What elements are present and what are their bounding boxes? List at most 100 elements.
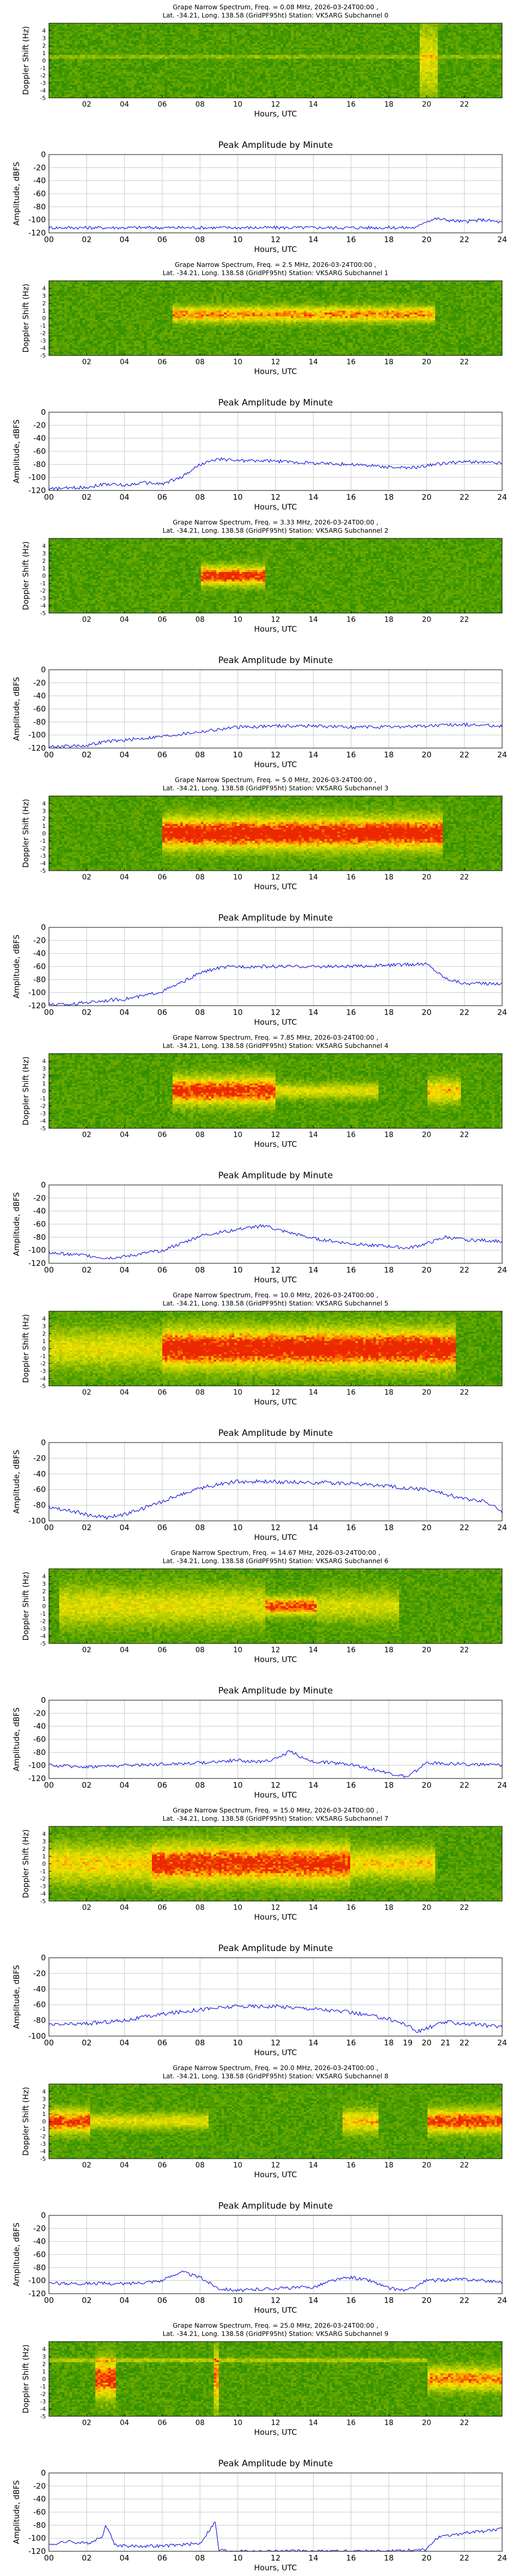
y-tick-label: -80	[33, 717, 46, 726]
x-tick-label: 06	[157, 235, 167, 244]
y-tick-label: 3	[42, 2096, 46, 2103]
y-axis-label: Amplitude, dBFS	[12, 677, 21, 741]
y-tick-label: -60	[33, 704, 46, 714]
y-tick-label: 2	[42, 1588, 46, 1595]
x-tick-label: 18	[384, 100, 393, 109]
y-tick-label: -2	[40, 1103, 46, 1110]
y-tick-label: -40	[33, 691, 46, 701]
x-tick-label: 18	[384, 616, 393, 624]
y-axis-label: Amplitude, dBFS	[12, 935, 21, 998]
x-axis-label: Hours, UTC	[254, 1533, 297, 1542]
x-tick-label: 06	[158, 1904, 167, 1912]
x-tick-label: 18	[384, 1646, 393, 1654]
y-tick-label: -4	[40, 88, 46, 94]
y-tick-label: -40	[33, 949, 46, 958]
x-tick-label: 16	[347, 1388, 356, 1397]
y-tick-label: 4	[42, 801, 46, 807]
x-tick-label: 24	[497, 235, 507, 244]
x-tick-label: 22	[460, 2161, 469, 2170]
x-tick-label: 22	[460, 100, 469, 109]
x-tick-label: 22	[459, 1008, 469, 1017]
x-tick-label: 08	[195, 1781, 205, 1790]
x-tick-label: 10	[233, 358, 243, 366]
x-tick-label: 24	[497, 1008, 507, 1017]
y-tick-label: -120	[28, 2547, 46, 2556]
x-tick-label: 12	[271, 2161, 280, 2170]
y-tick-label: -20	[33, 1969, 46, 1978]
y-tick-label: -120	[28, 486, 46, 495]
y-tick-label: -5	[40, 352, 46, 359]
spectrogram-body	[49, 281, 503, 356]
x-tick-label: 20	[422, 1008, 432, 1017]
y-axis-label: Doppler Shift (Hz)	[21, 26, 30, 95]
x-tick-label: 22	[460, 1388, 469, 1397]
amplitude-title: Peak Amplitude by Minute	[218, 2459, 333, 2469]
x-tick-label: 20	[422, 2419, 431, 2427]
x-tick-label: 20	[422, 2296, 432, 2305]
y-tick-label: -5	[40, 1640, 46, 1647]
spectrogram-title: Grape Narrow Spectrum, Freq. = 25.0 MHz,…	[173, 2321, 378, 2329]
spectrogram-subtitle: Lat. -34.21, Long. 138.58 (GridPF95ht) S…	[163, 784, 388, 792]
x-tick-label: 14	[308, 1523, 318, 1532]
y-tick-label: 3	[42, 293, 46, 299]
y-tick-label: -5	[40, 1898, 46, 1905]
x-tick-label: 10	[233, 2161, 243, 2170]
y-tick-label: -5	[40, 868, 46, 874]
spectrogram-panel: Grape Narrow Spectrum, Freq. = 25.0 MHz,…	[21, 2321, 503, 2437]
x-tick-label: 08	[195, 235, 205, 244]
y-tick-label: 0	[42, 1346, 46, 1352]
x-tick-label: 12	[271, 1388, 280, 1397]
spectrogram-subtitle: Lat. -34.21, Long. 138.58 (GridPF95ht) S…	[163, 2330, 388, 2337]
y-tick-label: -4	[40, 2148, 46, 2155]
y-tick-label: 4	[42, 285, 46, 292]
y-tick-label: -80	[33, 975, 46, 984]
spectrogram-body	[49, 2342, 503, 2417]
x-tick-label: 22	[459, 235, 469, 244]
y-tick-label: -120	[28, 2289, 46, 2298]
spectrogram-title: Grape Narrow Spectrum, Freq. = 3.33 MHz,…	[173, 518, 378, 526]
x-tick-label: 14	[308, 1008, 318, 1017]
y-tick-label: -20	[33, 163, 46, 172]
x-tick-label: 02	[82, 493, 92, 502]
y-tick-label: -120	[28, 743, 46, 753]
y-tick-label: -80	[33, 1748, 46, 1757]
x-tick-label: 16	[346, 1265, 356, 1275]
x-tick-label: 08	[195, 2553, 205, 2563]
y-tick-label: 1	[42, 308, 46, 314]
y-tick-label: 2	[42, 1073, 46, 1080]
x-axis-label: Hours, UTC	[254, 624, 297, 634]
y-tick-label: -60	[33, 1735, 46, 1744]
x-tick-label: 06	[158, 873, 167, 882]
y-tick-label: -20	[33, 678, 46, 687]
x-tick-label: 02	[82, 1646, 91, 1654]
y-tick-label: -3	[40, 1368, 46, 1375]
y-tick-label: 0	[42, 1088, 46, 1095]
y-tick-label: -20	[33, 420, 46, 430]
x-tick-label: 20	[422, 2553, 432, 2563]
y-tick-label: -20	[33, 1193, 46, 1202]
y-tick-label: -60	[33, 2507, 46, 2517]
y-tick-label: 1	[42, 1080, 46, 1087]
x-tick-label: 10	[233, 100, 243, 109]
y-tick-label: -80	[33, 2263, 46, 2272]
x-tick-label: 10	[233, 873, 243, 882]
x-tick-label: 14	[308, 2553, 318, 2563]
x-tick-label: 04	[119, 2553, 129, 2563]
x-tick-label: 04	[119, 493, 129, 502]
y-tick-label: 0	[41, 1438, 46, 1447]
x-tick-label: 20	[422, 2161, 431, 2170]
y-tick-label: -60	[33, 2000, 46, 2009]
x-tick-label: 16	[347, 873, 356, 882]
x-tick-label: 02	[82, 2161, 91, 2170]
x-tick-label: 12	[270, 1523, 280, 1532]
y-tick-label: 4	[42, 2346, 46, 2353]
x-tick-label: 08	[195, 1131, 204, 1139]
x-tick-label: 02	[82, 100, 91, 109]
x-tick-label: 10	[233, 2419, 243, 2427]
x-tick-label: 04	[119, 2296, 129, 2305]
x-tick-label: 08	[195, 358, 204, 366]
y-tick-label: -3	[40, 595, 46, 602]
x-tick-label: 10	[233, 493, 243, 502]
